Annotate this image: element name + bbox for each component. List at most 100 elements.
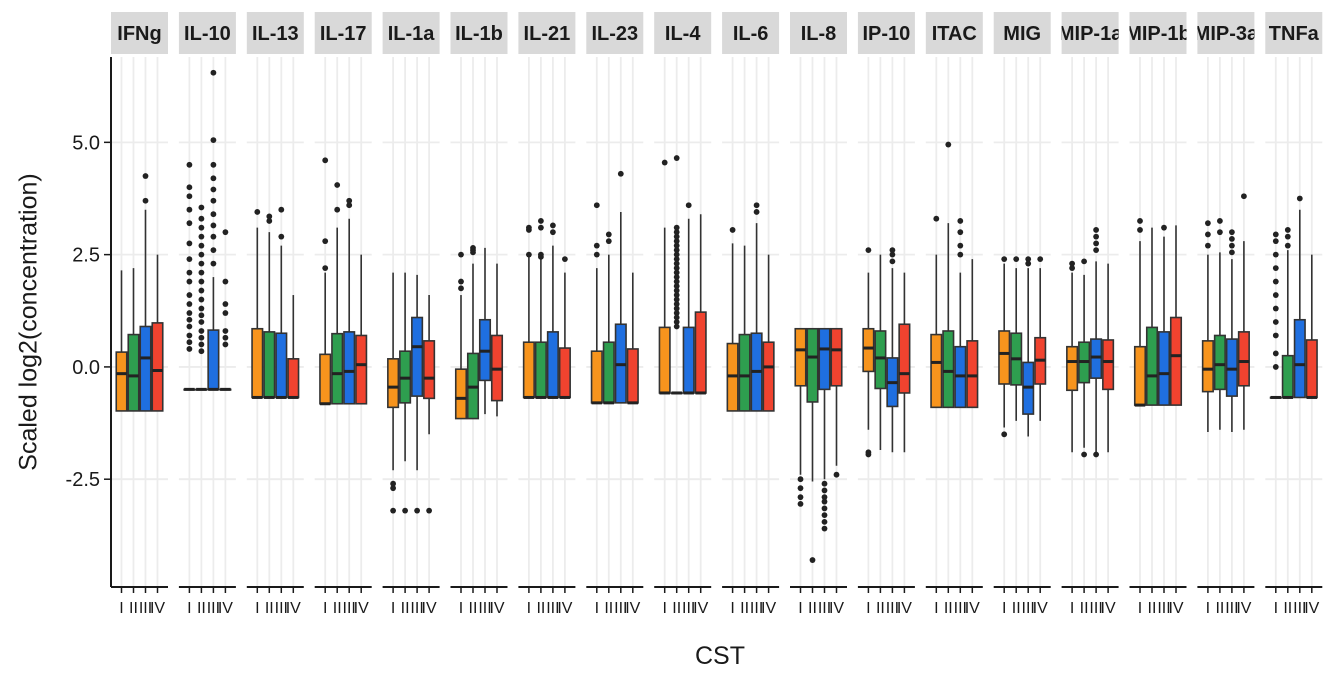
outlier-point bbox=[186, 292, 193, 298]
outlier-point bbox=[198, 204, 205, 211]
outlier-point bbox=[673, 265, 680, 272]
box-body bbox=[1133, 345, 1147, 406]
strip-label: IFNg bbox=[117, 23, 161, 45]
outlier-point bbox=[222, 301, 229, 307]
box-III bbox=[682, 202, 695, 395]
outlier-point bbox=[210, 137, 217, 143]
outlier-point bbox=[198, 305, 205, 312]
box-body bbox=[874, 330, 887, 390]
outlier-point bbox=[1272, 364, 1279, 370]
box-II bbox=[602, 231, 615, 405]
box-II bbox=[1078, 258, 1091, 458]
box-body bbox=[930, 333, 943, 409]
outlier-point bbox=[673, 269, 680, 276]
outlier-point bbox=[797, 485, 804, 492]
outlier-point bbox=[426, 507, 432, 514]
outlier-point bbox=[673, 233, 680, 240]
box-II bbox=[1145, 227, 1159, 406]
x-tick-label: II bbox=[944, 600, 953, 617]
strip-label: IL-10 bbox=[184, 23, 231, 45]
outlier-point bbox=[526, 224, 532, 231]
box-body bbox=[898, 323, 911, 394]
outlier-point bbox=[538, 218, 544, 224]
x-tick-label: III bbox=[1022, 600, 1035, 617]
box-IV bbox=[423, 295, 436, 514]
outlier-point bbox=[1272, 231, 1279, 238]
outlier-point bbox=[1217, 229, 1223, 236]
outlier-point bbox=[1013, 256, 1020, 263]
box-I bbox=[183, 161, 196, 391]
outlier-point bbox=[1093, 233, 1099, 240]
box-body bbox=[1213, 334, 1226, 391]
panel-gridlines bbox=[518, 57, 576, 587]
x-tick-label: IV bbox=[422, 600, 437, 617]
outlier-point bbox=[797, 476, 804, 483]
outlier-point bbox=[186, 316, 193, 323]
outlier-point bbox=[210, 186, 217, 193]
x-tick-label: II bbox=[1080, 600, 1089, 617]
panel-gridlines bbox=[925, 57, 983, 587]
box-IV bbox=[287, 295, 300, 399]
outlier-point bbox=[322, 238, 329, 245]
outlier-point bbox=[673, 155, 680, 161]
outlier-point bbox=[210, 161, 217, 168]
box-IV bbox=[966, 259, 979, 409]
box-body bbox=[694, 311, 707, 394]
outlier-point bbox=[198, 269, 205, 276]
outlier-point bbox=[198, 242, 205, 249]
strip-label: IL-4 bbox=[665, 23, 701, 45]
x-tick-label: I bbox=[391, 600, 395, 617]
outlier-point bbox=[1137, 227, 1143, 233]
panel-gridlines bbox=[1197, 57, 1255, 587]
outlier-point bbox=[933, 215, 940, 222]
outlier-point bbox=[186, 269, 193, 276]
outlier-point bbox=[402, 507, 408, 514]
outlier-point bbox=[1272, 265, 1279, 272]
box-I bbox=[1066, 260, 1079, 453]
box-body bbox=[139, 325, 152, 412]
outlier-point bbox=[673, 301, 680, 307]
strip-label: IL-1a bbox=[388, 23, 436, 45]
strip-label: IL-13 bbox=[252, 23, 299, 45]
outlier-point bbox=[198, 319, 205, 325]
outlier-point bbox=[186, 184, 193, 191]
outlier-point bbox=[1272, 319, 1279, 325]
panel-gridlines bbox=[586, 57, 644, 587]
outlier-point bbox=[673, 260, 680, 267]
x-tick-label: III bbox=[1157, 600, 1170, 617]
box-body bbox=[590, 350, 603, 404]
outlier-point bbox=[821, 512, 828, 519]
strip-background bbox=[450, 12, 508, 54]
outlier-point bbox=[278, 206, 285, 213]
outlier-point bbox=[1001, 256, 1008, 263]
box-body bbox=[287, 358, 300, 399]
box-body bbox=[1225, 338, 1238, 397]
outlier-point bbox=[673, 314, 680, 321]
box-III bbox=[411, 274, 424, 514]
box-IV bbox=[151, 254, 164, 412]
outlier-point bbox=[889, 247, 896, 254]
outlier-point bbox=[266, 218, 273, 224]
box-body bbox=[558, 347, 571, 399]
outlier-point bbox=[673, 229, 680, 236]
x-tick-label: III bbox=[275, 600, 288, 617]
x-tick-label: I bbox=[119, 600, 123, 617]
box-body bbox=[1169, 316, 1183, 406]
strip-label: MIG bbox=[1003, 23, 1041, 45]
box-II bbox=[1281, 227, 1294, 399]
outlier-point bbox=[186, 346, 193, 352]
outlier-point bbox=[729, 227, 736, 233]
box-body bbox=[942, 330, 955, 409]
panel-gridlines bbox=[314, 57, 372, 587]
axes-layer: -2.5 0.0 2.5 5.0 Scaled log2(concentration)… bbox=[15, 57, 745, 670]
box-II bbox=[738, 245, 751, 412]
x-axis-title: CST bbox=[695, 642, 745, 670]
box-I bbox=[1201, 220, 1214, 433]
